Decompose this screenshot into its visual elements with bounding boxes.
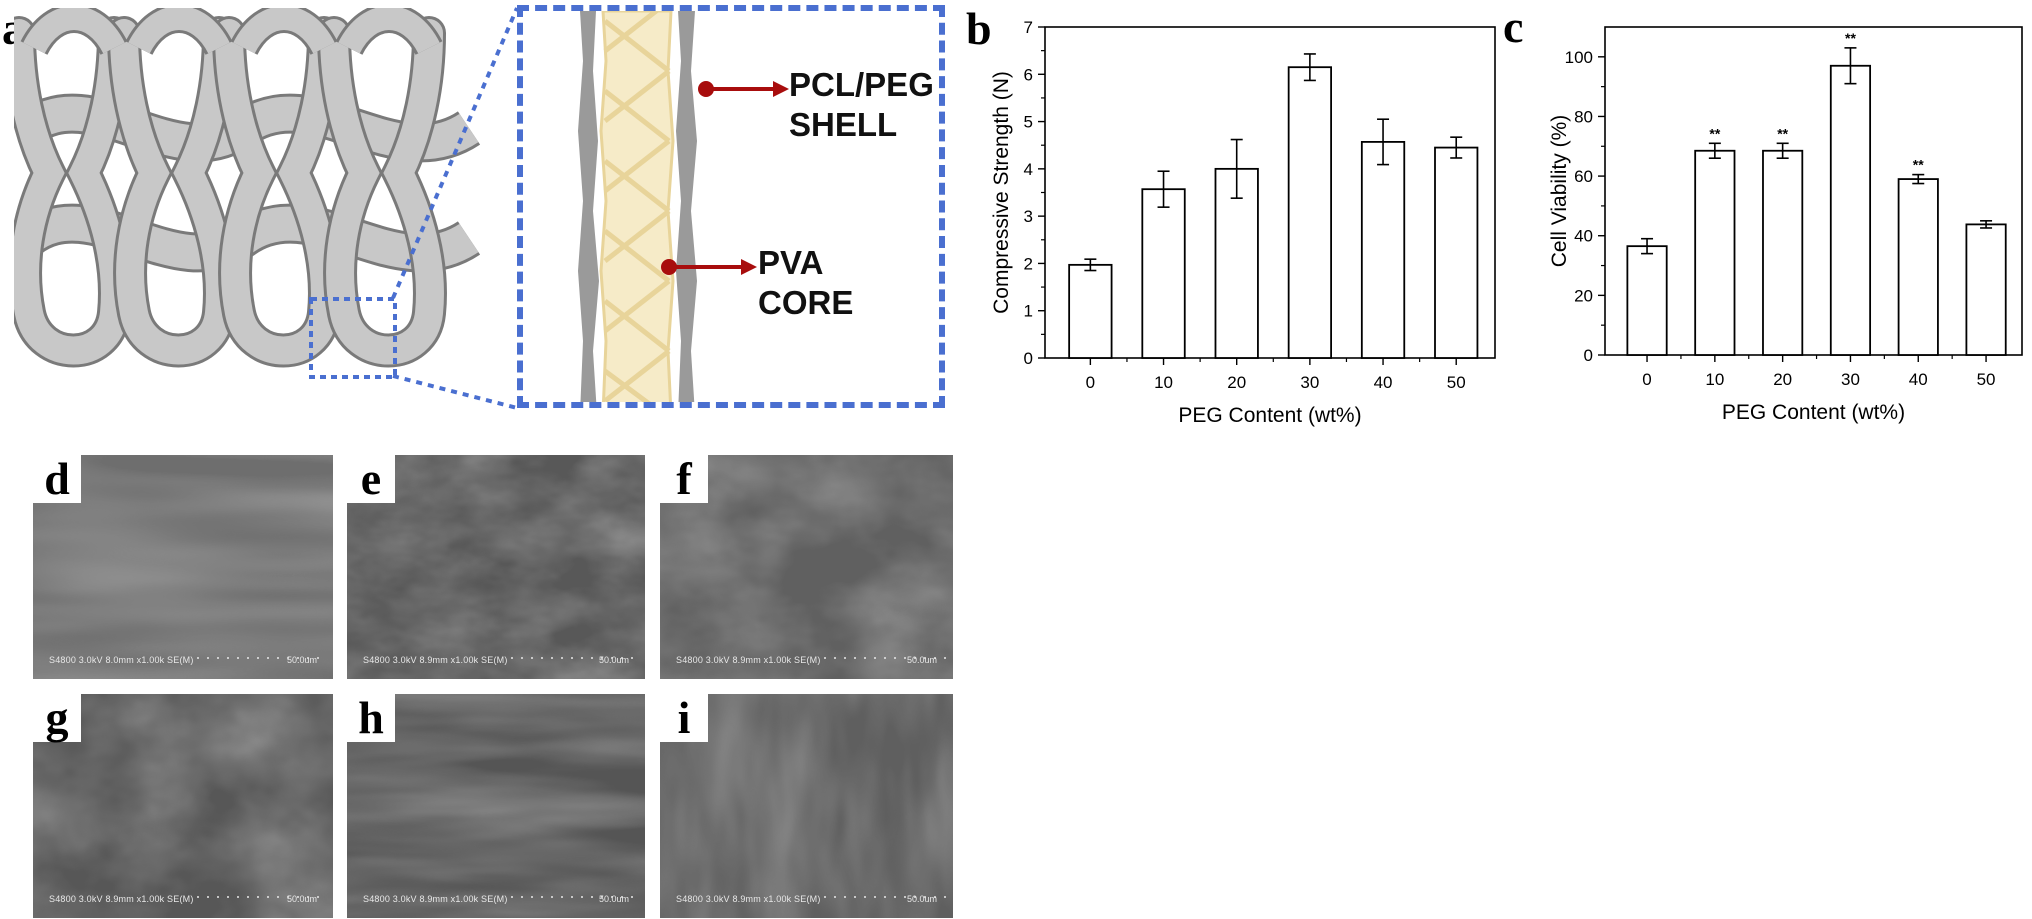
x-tick-label: 40: [1909, 370, 1928, 389]
bar: [1694, 149, 1736, 356]
zoom-selection-box: [309, 297, 397, 379]
x-tick-label: 50: [1977, 370, 1996, 389]
fiber-callout: PCL/PEG SHELL PVA CORE: [517, 5, 945, 408]
x-tick-label: 10: [1705, 370, 1724, 389]
sem-panel-letter: g: [33, 694, 81, 742]
sem-scale-dots: [193, 657, 323, 659]
bar: [1068, 263, 1113, 359]
significance-marker: **: [1777, 125, 1788, 141]
significance-marker: **: [1913, 157, 1924, 173]
bar: [1829, 64, 1872, 356]
sem-scale-label: 50.0um: [286, 655, 317, 665]
shell-label: PCL/PEG SHELL: [789, 66, 934, 143]
y-tick-label: 1: [1024, 302, 1033, 321]
sem-panel-letter: d: [33, 455, 81, 503]
y-axis-label: Compressive Strength (N): [990, 71, 1013, 314]
y-tick-label: 6: [1024, 65, 1033, 84]
core-shell-fiber-illustration: [578, 11, 789, 402]
sem-image-d: d S4800 3.0kV 8.0mm x1.00k SE(M) 50.0um: [33, 455, 333, 679]
y-tick-label: 7: [1024, 18, 1033, 37]
y-tick-label: 60: [1574, 167, 1593, 186]
sem-scale-dots: [193, 896, 323, 898]
sem-image-h: h S4800 3.0kV 8.9mm x1.00k SE(M) 50.0um: [347, 694, 645, 918]
sem-panel-letter: e: [347, 455, 395, 503]
bar: [1287, 66, 1332, 359]
significance-marker: **: [1709, 125, 1720, 141]
x-tick-label: 0: [1642, 370, 1651, 389]
sem-image-g: g S4800 3.0kV 8.9mm x1.00k SE(M) 50.0um: [33, 694, 333, 918]
y-tick-label: 40: [1574, 227, 1593, 246]
x-tick-label: 40: [1374, 373, 1393, 392]
sem-texture: [33, 694, 333, 918]
sem-scale-label: 50.0um: [598, 655, 629, 665]
sem-scale-dots: [507, 657, 637, 659]
knit-structure-illustration: [14, 8, 481, 379]
y-tick-label: 4: [1024, 160, 1033, 179]
panel-c-letter: c: [1503, 1, 1524, 52]
bar: [1762, 149, 1804, 356]
x-tick-label: 10: [1154, 373, 1173, 392]
y-tick-label: 5: [1024, 113, 1033, 132]
sem-caption: S4800 3.0kV 8.9mm x1.00k SE(M): [363, 655, 508, 665]
sem-scale-label: 50.0um: [286, 894, 317, 904]
bar: [1965, 223, 2007, 356]
bar: [1897, 178, 1939, 356]
y-tick-label: 100: [1565, 48, 1593, 67]
sem-scale-dots: [820, 896, 950, 898]
sem-panel-letter: h: [347, 694, 395, 742]
bar: [1214, 167, 1259, 359]
x-axis-label: PEG Content (wt%): [1722, 401, 1905, 424]
y-tick-label: 2: [1024, 254, 1033, 273]
sem-panel-letter: f: [660, 455, 708, 503]
bar: [1434, 146, 1479, 359]
sem-texture: [660, 455, 953, 679]
bar: [1360, 141, 1406, 359]
x-axis-label: PEG Content (wt%): [1178, 404, 1361, 427]
x-tick-label: 20: [1773, 370, 1792, 389]
sem-caption: S4800 3.0kV 8.9mm x1.00k SE(M): [676, 655, 821, 665]
y-tick-label: 20: [1574, 286, 1593, 305]
bar: [1626, 245, 1668, 356]
sem-image-f: f S4800 3.0kV 8.9mm x1.00k SE(M) 50.0um: [660, 455, 953, 679]
plot-frame: [1044, 26, 1496, 359]
y-tick-label: 0: [1024, 349, 1033, 368]
sem-scale-dots: [820, 657, 950, 659]
x-tick-label: 50: [1447, 373, 1466, 392]
sem-image-i: i S4800 3.0kV 8.9mm x1.00k SE(M) 50.0um: [660, 694, 953, 918]
sem-caption: S4800 3.0kV 8.9mm x1.00k SE(M): [676, 894, 821, 904]
sem-texture: [660, 694, 953, 918]
x-tick-label: 0: [1086, 373, 1095, 392]
sem-image-e: e S4800 3.0kV 8.9mm x1.00k SE(M) 50.0um: [347, 455, 645, 679]
compressive-strength-chart: 0 1 2 3 4 5 6 7 0 10 20 30 40 50 PEG Content (wt%) Comp…: [990, 18, 1496, 427]
y-tick-label: 80: [1574, 107, 1593, 126]
sem-caption: S4800 3.0kV 8.0mm x1.00k SE(M): [49, 655, 194, 665]
y-tick-label: 0: [1584, 346, 1593, 365]
sem-scale-label: 50.0um: [906, 894, 937, 904]
cell-viability-chart: 0 20 40 60 80 100 0 10 ** 20 ** 30 ** 40 ** 50 PEG Conte…: [1548, 26, 2023, 424]
sem-texture: [347, 455, 645, 679]
sem-scale-label: 50.0um: [598, 894, 629, 904]
panel-b-letter: b: [966, 3, 992, 54]
plot-frame: [1604, 26, 2023, 356]
sem-texture: [347, 694, 645, 918]
sem-texture: [33, 455, 333, 679]
sem-panel-letter: i: [660, 694, 708, 742]
sem-scale-label: 50.0um: [906, 655, 937, 665]
x-tick-label: 30: [1841, 370, 1860, 389]
core-label: PVA CORE: [758, 244, 854, 321]
sem-scale-dots: [507, 896, 637, 898]
y-axis-label: Cell Viability (%): [1548, 115, 1571, 268]
bar: [1141, 188, 1186, 359]
y-tick-label: 3: [1024, 207, 1033, 226]
significance-marker: **: [1845, 30, 1856, 46]
x-tick-label: 30: [1300, 373, 1319, 392]
sem-caption: S4800 3.0kV 8.9mm x1.00k SE(M): [49, 894, 194, 904]
x-tick-label: 20: [1227, 373, 1246, 392]
sem-caption: S4800 3.0kV 8.9mm x1.00k SE(M): [363, 894, 508, 904]
